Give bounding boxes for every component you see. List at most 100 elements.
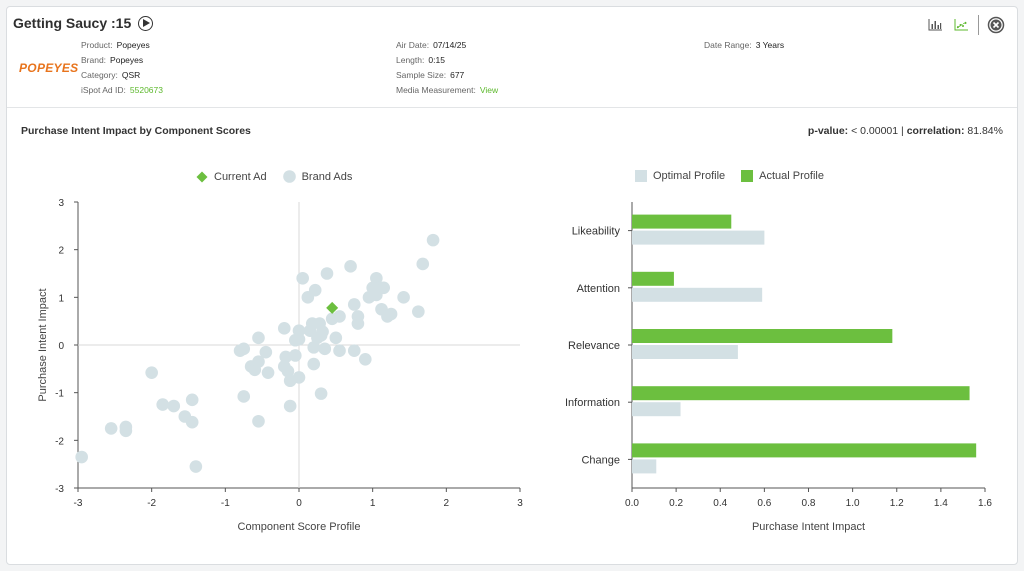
meta-row: Product: Popeyes bbox=[81, 38, 163, 53]
brand-ad-point bbox=[412, 305, 425, 318]
brand-ad-point bbox=[292, 324, 306, 338]
brand-ad-point bbox=[237, 342, 251, 356]
brand-ad-point bbox=[318, 342, 332, 356]
optimal-profile-bar bbox=[632, 230, 765, 245]
brand-ad-point bbox=[281, 364, 295, 378]
x-axis-title: Component Score Profile bbox=[238, 521, 361, 533]
brand-ad-point bbox=[289, 349, 302, 362]
brand-ad-point bbox=[292, 371, 306, 384]
brand-ad-point bbox=[167, 399, 181, 413]
legend-current-ad[interactable]: Current Ad bbox=[196, 171, 267, 183]
meta-row: Length: 0:15 bbox=[396, 53, 498, 68]
bar-chart: 0.0 0.2 0.4 0.6 0.8 1.0 1.2 1.4 1.6 Purchase Inte… bbox=[565, 202, 992, 533]
brand-ad-point bbox=[104, 422, 118, 435]
meta-row: Sample Size: 677 bbox=[396, 68, 498, 83]
brand-ad-point bbox=[296, 271, 309, 285]
actual-profile-bar bbox=[632, 443, 977, 458]
ad-card: Getting Saucy :15 POPEYES Product: Popeye… bbox=[6, 6, 1018, 565]
ad-title-text: Getting Saucy :15 bbox=[13, 15, 132, 31]
meta-value: 677 bbox=[450, 70, 465, 80]
brand-ad-point bbox=[333, 344, 346, 358]
meta-link[interactable]: View bbox=[479, 85, 499, 95]
x-tick-label: -3 bbox=[74, 498, 83, 509]
x-tick-label: -2 bbox=[147, 498, 156, 509]
y-tick-label: -3 bbox=[55, 484, 64, 495]
optimal-profile-bar bbox=[632, 402, 681, 417]
legend-brand-ads-label: Brand Ads bbox=[301, 170, 353, 183]
bar-x-tick-label: 1.6 bbox=[978, 498, 992, 509]
x-tick-label: 3 bbox=[517, 498, 523, 509]
meta-row: Air Date: 07/14/25 bbox=[396, 38, 498, 53]
meta-value: Popeyes bbox=[116, 40, 150, 50]
close-icon[interactable] bbox=[987, 16, 1005, 34]
circle-icon bbox=[282, 170, 296, 183]
toolbar-separator bbox=[978, 15, 979, 35]
brand-ad-point bbox=[189, 460, 203, 473]
meta-row: Category: QSR bbox=[81, 68, 163, 83]
meta-column-1: Product: Popeyes Brand: Popeyes Category: QSR… bbox=[81, 38, 163, 98]
bar-x-tick-label: 0.6 bbox=[757, 498, 771, 509]
meta-value: Popeyes bbox=[110, 55, 144, 65]
bar-x-tick-label: 0.2 bbox=[669, 498, 683, 509]
square-icon bbox=[741, 170, 754, 182]
brand-ad-point bbox=[307, 341, 321, 354]
brand-ad-point bbox=[307, 357, 321, 371]
legend-optimal-profile[interactable]: Optimal Profile bbox=[635, 170, 725, 182]
correlation-value: 81.84% bbox=[967, 125, 1003, 137]
meta-link[interactable]: 5520673 bbox=[129, 85, 163, 95]
brand-ad-point bbox=[237, 390, 251, 403]
brand-ad-point bbox=[351, 317, 365, 330]
brand-ad-point bbox=[359, 353, 372, 366]
legend-current-ad-label: Current Ad bbox=[214, 170, 267, 183]
brand-ad-point bbox=[416, 257, 430, 271]
y-axis-title: Purchase Intent Impact bbox=[37, 288, 49, 401]
actual-profile-bar bbox=[632, 329, 893, 343]
meta-row: Media Measurement: View bbox=[396, 83, 498, 98]
bar-chart-icon[interactable] bbox=[926, 16, 944, 34]
y-tick-label: 2 bbox=[58, 246, 64, 257]
brand-ad-point bbox=[252, 355, 265, 368]
scatter-chart-icon[interactable] bbox=[952, 16, 970, 34]
legend-optimal-label: Optimal Profile bbox=[653, 170, 726, 182]
scatter-chart: -3 -2 -1 0 1 2 3 -3 -2 -1 0 1 2 3 Component Score Prof… bbox=[37, 198, 523, 533]
bar-category-label: Information bbox=[565, 397, 620, 409]
popeyes-logo: POPEYES bbox=[19, 61, 79, 75]
brand-ad-point bbox=[145, 366, 158, 379]
meta-row: iSpot Ad ID: 5520673 bbox=[81, 83, 163, 98]
optimal-profile-bar bbox=[632, 287, 763, 302]
stats-divider: | bbox=[901, 125, 907, 137]
x-tick-label: 1 bbox=[370, 498, 376, 509]
brand-ad-point bbox=[308, 283, 322, 297]
legend-brand-ads[interactable]: Brand Ads bbox=[282, 170, 353, 183]
x-tick-label: 2 bbox=[444, 498, 450, 509]
diamond-icon bbox=[196, 171, 208, 182]
bar-x-tick-label: 0.4 bbox=[713, 498, 727, 509]
brand-ad-point bbox=[252, 331, 265, 345]
meta-value: QSR bbox=[121, 70, 141, 80]
brand-ad-point bbox=[397, 291, 410, 304]
bar-category-label: Attention bbox=[577, 283, 620, 295]
bar-x-tick-label: 0.0 bbox=[625, 498, 639, 509]
y-tick-label: 0 bbox=[58, 341, 64, 352]
actual-profile-bar bbox=[632, 271, 674, 286]
optimal-profile-bar bbox=[632, 459, 657, 474]
brand-ad-point bbox=[381, 310, 394, 323]
pvalue-value: < 0.00001 bbox=[851, 125, 899, 137]
meta-label: Sample Size: bbox=[396, 70, 447, 80]
x-tick-label: 0 bbox=[296, 498, 302, 509]
actual-profile-bar bbox=[632, 386, 970, 401]
correlation-label: correlation: bbox=[906, 125, 965, 137]
optimal-profile-bar bbox=[632, 345, 738, 359]
legend-actual-profile[interactable]: Actual Profile bbox=[741, 170, 824, 182]
bar-x-tick-label: 1.4 bbox=[934, 498, 948, 509]
brand-ad-point bbox=[279, 350, 293, 364]
pvalue-label: p-value: bbox=[807, 125, 849, 137]
meta-label: Air Date: bbox=[396, 40, 430, 50]
y-tick-label: -2 bbox=[55, 436, 64, 447]
brand-ad-point bbox=[426, 233, 440, 247]
stats-summary: p-value: < 0.00001 | correlation: 81.84% bbox=[808, 125, 1003, 137]
brand-ad-point bbox=[252, 414, 265, 428]
brand-ad-point bbox=[314, 387, 328, 400]
meta-column-3: Date Range: 3 Years bbox=[704, 38, 784, 53]
play-icon[interactable] bbox=[138, 15, 154, 31]
